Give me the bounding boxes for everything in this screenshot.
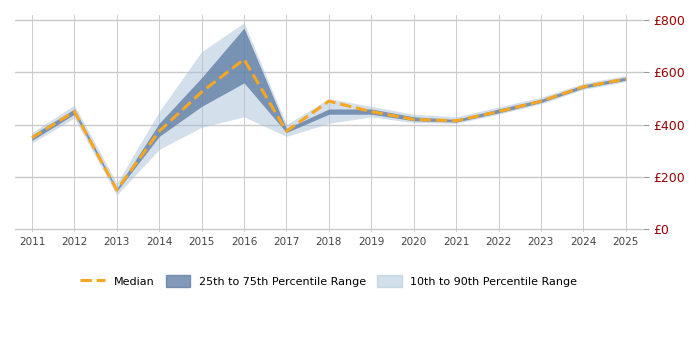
Legend: Median, 25th to 75th Percentile Range, 10th to 90th Percentile Range: Median, 25th to 75th Percentile Range, 1… [76, 271, 582, 291]
